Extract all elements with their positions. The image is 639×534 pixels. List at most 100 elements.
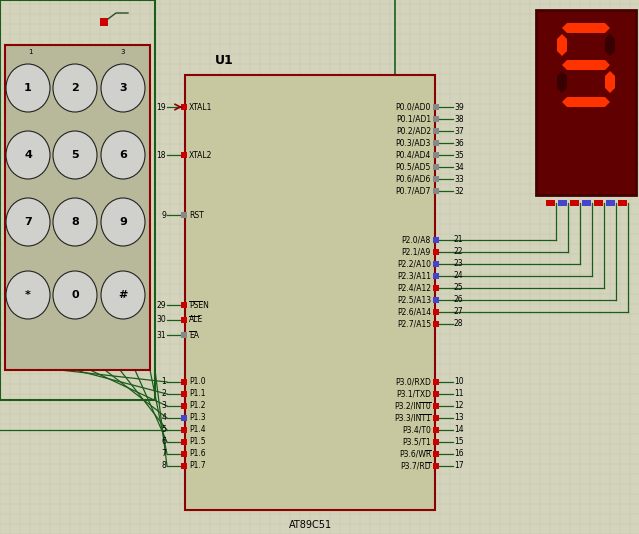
- Bar: [546, 200, 555, 206]
- Text: 17: 17: [454, 461, 464, 470]
- Bar: [181, 427, 187, 433]
- Text: 1: 1: [161, 378, 166, 387]
- Polygon shape: [557, 34, 567, 56]
- Text: P3.0/RXD: P3.0/RXD: [395, 378, 431, 387]
- Text: P3.2/INT0: P3.2/INT0: [394, 402, 431, 411]
- Text: AT89C51: AT89C51: [288, 520, 332, 530]
- Text: 32: 32: [454, 186, 464, 195]
- Text: 3: 3: [121, 49, 125, 55]
- Bar: [606, 200, 615, 206]
- Bar: [100, 18, 108, 26]
- Bar: [181, 403, 187, 409]
- Text: P0.7/AD7: P0.7/AD7: [396, 186, 431, 195]
- Bar: [433, 321, 439, 327]
- Text: 2: 2: [161, 389, 166, 398]
- Text: P1.1: P1.1: [189, 389, 206, 398]
- Text: 39: 39: [454, 103, 464, 112]
- Polygon shape: [605, 34, 615, 56]
- Bar: [433, 309, 439, 315]
- Bar: [181, 451, 187, 457]
- Bar: [181, 463, 187, 469]
- Bar: [433, 249, 439, 255]
- Bar: [433, 164, 439, 170]
- Bar: [185, 75, 435, 510]
- Ellipse shape: [6, 64, 50, 112]
- Text: 29: 29: [157, 301, 166, 310]
- Text: 28: 28: [454, 319, 463, 328]
- Ellipse shape: [53, 131, 97, 179]
- Polygon shape: [562, 60, 610, 70]
- Bar: [433, 104, 439, 110]
- Text: P1.2: P1.2: [189, 402, 206, 411]
- Ellipse shape: [6, 131, 50, 179]
- Text: 9: 9: [119, 217, 127, 227]
- Text: 1: 1: [27, 49, 32, 55]
- Text: P0.2/AD2: P0.2/AD2: [396, 127, 431, 136]
- Bar: [0, 0, 155, 400]
- Text: 4: 4: [161, 413, 166, 422]
- Text: P1.5: P1.5: [189, 437, 206, 446]
- Ellipse shape: [6, 271, 50, 319]
- Text: 30: 30: [157, 316, 166, 325]
- Text: P2.1/A9: P2.1/A9: [402, 247, 431, 256]
- Bar: [433, 188, 439, 194]
- Bar: [536, 10, 636, 195]
- Text: 7: 7: [24, 217, 32, 227]
- Text: P3.3/INT1: P3.3/INT1: [394, 413, 431, 422]
- Text: 18: 18: [157, 151, 166, 160]
- Bar: [433, 140, 439, 146]
- Text: 37: 37: [454, 127, 464, 136]
- Text: 33: 33: [454, 175, 464, 184]
- Text: P1.0: P1.0: [189, 378, 206, 387]
- Text: 31: 31: [157, 331, 166, 340]
- Bar: [433, 463, 439, 469]
- Ellipse shape: [101, 64, 145, 112]
- Text: P2.5/A13: P2.5/A13: [397, 295, 431, 304]
- Text: 2: 2: [71, 83, 79, 93]
- Bar: [558, 200, 567, 206]
- Text: 7: 7: [161, 450, 166, 459]
- Text: PSEN: PSEN: [189, 301, 209, 310]
- Bar: [181, 302, 187, 308]
- Text: 13: 13: [454, 413, 464, 422]
- Bar: [433, 427, 439, 433]
- Text: P1.7: P1.7: [189, 461, 206, 470]
- Text: P2.0/A8: P2.0/A8: [402, 235, 431, 245]
- Text: 15: 15: [454, 437, 464, 446]
- Text: P0.5/AD5: P0.5/AD5: [396, 162, 431, 171]
- Bar: [181, 212, 187, 218]
- Bar: [181, 439, 187, 445]
- Bar: [594, 200, 603, 206]
- Bar: [433, 379, 439, 385]
- Bar: [433, 116, 439, 122]
- Bar: [433, 273, 439, 279]
- Text: #: #: [118, 290, 128, 300]
- Text: 4: 4: [24, 150, 32, 160]
- Text: 3: 3: [161, 402, 166, 411]
- Text: P3.6/WR: P3.6/WR: [399, 450, 431, 459]
- Ellipse shape: [53, 64, 97, 112]
- Text: XTAL2: XTAL2: [189, 151, 212, 160]
- Text: EA: EA: [189, 331, 199, 340]
- Text: P0.1/AD1: P0.1/AD1: [396, 114, 431, 123]
- Bar: [181, 379, 187, 385]
- Text: 36: 36: [454, 138, 464, 147]
- Text: 38: 38: [454, 114, 464, 123]
- Text: 3: 3: [119, 83, 127, 93]
- Bar: [433, 439, 439, 445]
- Text: 10: 10: [454, 378, 464, 387]
- Bar: [181, 415, 187, 421]
- Text: 24: 24: [454, 271, 464, 280]
- Text: 5: 5: [161, 426, 166, 435]
- Text: 14: 14: [454, 426, 464, 435]
- Bar: [433, 261, 439, 267]
- Text: P0.4/AD4: P0.4/AD4: [396, 151, 431, 160]
- Ellipse shape: [53, 198, 97, 246]
- Bar: [618, 200, 627, 206]
- Text: 27: 27: [454, 308, 464, 317]
- Bar: [433, 285, 439, 291]
- Text: P1.6: P1.6: [189, 450, 206, 459]
- Text: ALE: ALE: [189, 316, 203, 325]
- Text: P0.0/AD0: P0.0/AD0: [396, 103, 431, 112]
- Bar: [433, 403, 439, 409]
